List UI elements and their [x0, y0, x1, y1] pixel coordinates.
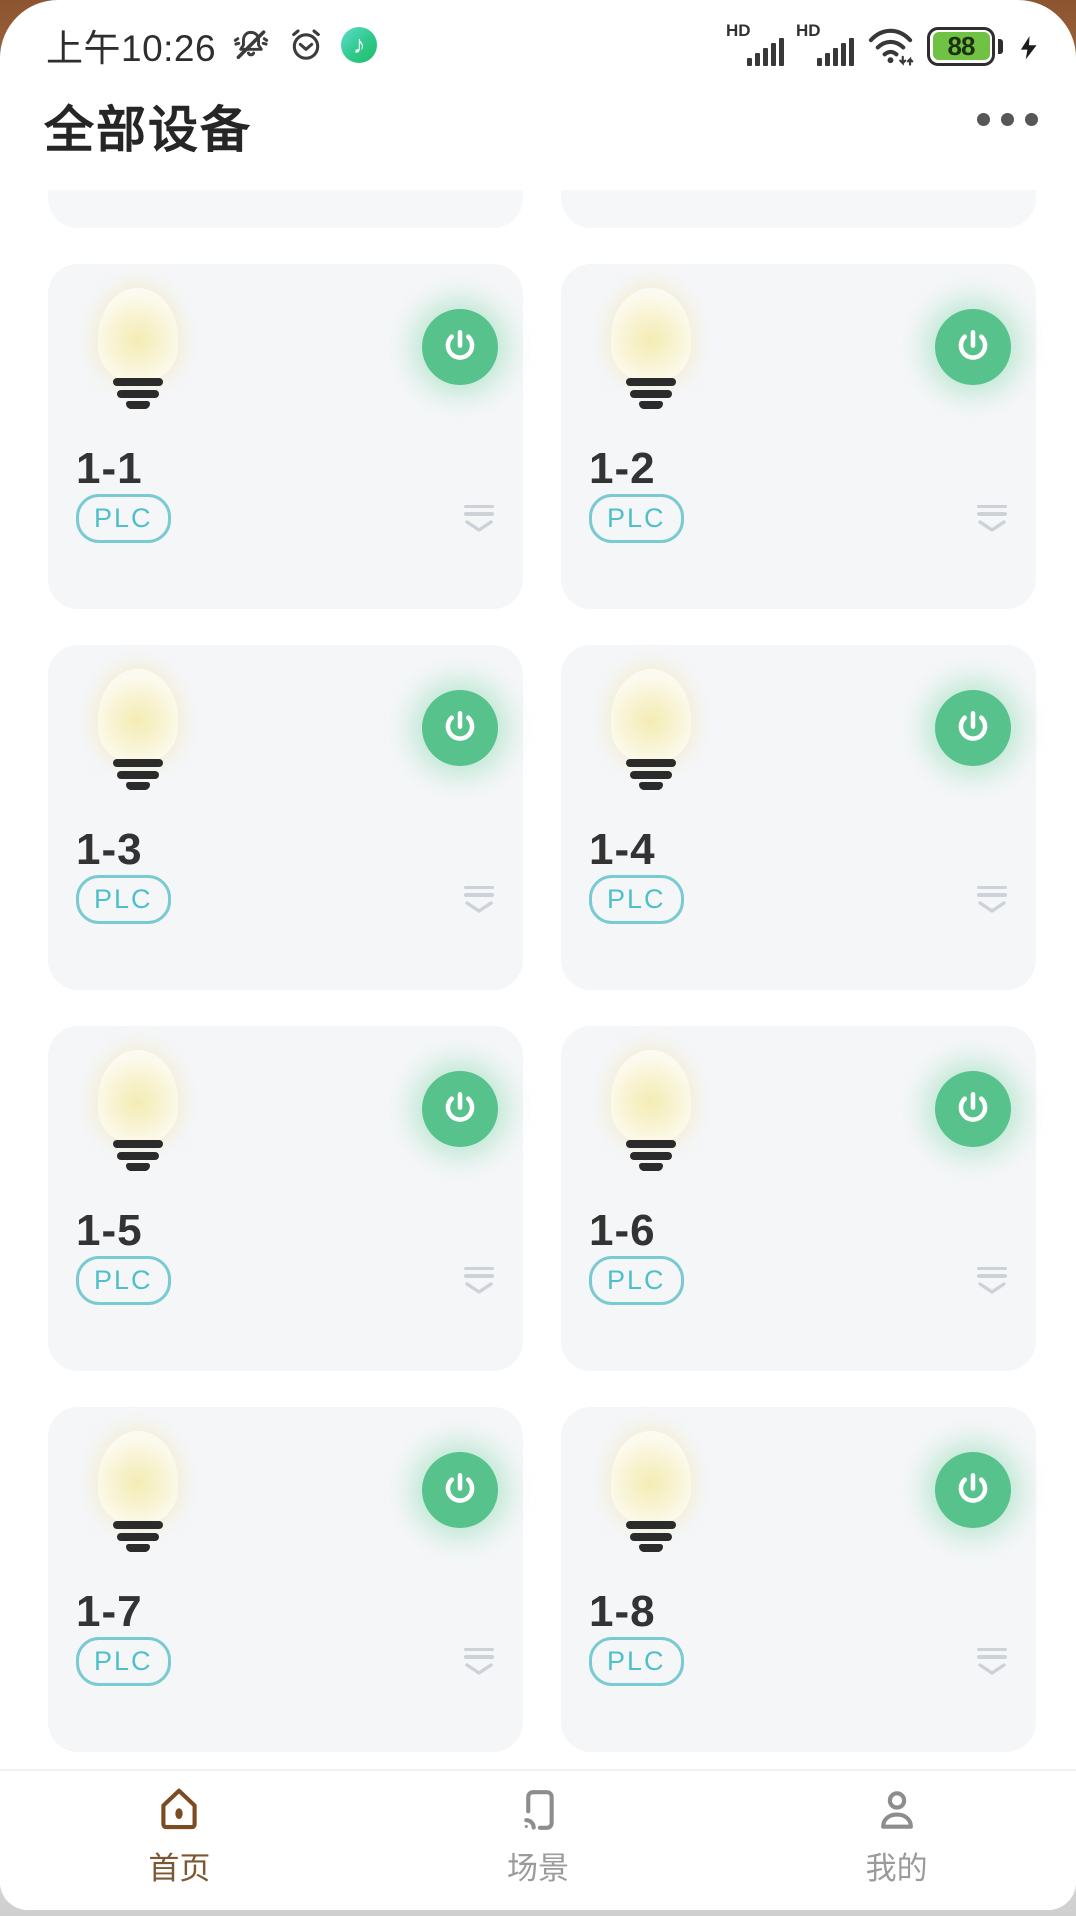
device-card[interactable]: 1-8 PLC — [561, 1407, 1036, 1752]
device-name: 1-8 — [589, 1587, 656, 1636]
power-icon — [958, 1092, 988, 1122]
nav-tab-home[interactable]: 首页 — [0, 1771, 359, 1910]
nav-label-scenes: 场景 — [507, 1851, 569, 1886]
expand-chevron-icon[interactable] — [976, 1266, 1008, 1295]
expand-chevron-icon[interactable] — [976, 885, 1008, 914]
device-name: 1-1 — [76, 444, 143, 493]
power-button[interactable] — [935, 1071, 1011, 1147]
light-bulb-icon — [90, 669, 186, 790]
device-name: 1-2 — [589, 444, 656, 493]
device-card[interactable]: 1-4 PLC — [561, 645, 1036, 990]
nav-label-home: 首页 — [148, 1851, 211, 1886]
bottom-nav: 首页 场景 我的 — [0, 1769, 1076, 1910]
clock-time: 上午10:26 — [46, 28, 217, 69]
light-bulb-icon — [603, 669, 699, 790]
device-card[interactable]: 1-5 PLC — [48, 1026, 523, 1371]
music-app-icon: ♪ — [341, 27, 378, 63]
status-bar: 上午10:26 ♪ HD HD — [46, 14, 1042, 76]
device-card-partial[interactable] — [48, 190, 523, 228]
light-bulb-icon — [603, 288, 699, 409]
expand-chevron-icon[interactable] — [463, 885, 495, 914]
power-icon — [445, 1092, 475, 1122]
page-title: 全部设备 — [44, 102, 252, 158]
wifi-icon — [868, 28, 914, 66]
device-card[interactable]: 1-7 PLC — [48, 1407, 523, 1752]
power-button[interactable] — [422, 309, 498, 385]
device-card[interactable]: 1-1 PLC — [48, 264, 523, 609]
power-button[interactable] — [422, 1452, 498, 1528]
power-icon — [958, 711, 988, 741]
nav-tab-profile[interactable]: 我的 — [717, 1771, 1076, 1910]
power-icon — [958, 330, 988, 360]
nav-tab-scenes[interactable]: 场景 — [359, 1771, 718, 1910]
power-icon — [958, 1473, 988, 1503]
device-card[interactable]: 1-2 PLC — [561, 264, 1036, 609]
device-type-badge: PLC — [589, 1637, 684, 1686]
nav-label-profile: 我的 — [865, 1851, 928, 1886]
device-grid: 1-1 PLC 1-2 PLC — [48, 190, 1036, 1752]
light-bulb-icon — [90, 1431, 186, 1552]
device-type-badge: PLC — [76, 1256, 171, 1305]
signal-hd-icon-sim2: HD — [796, 21, 854, 69]
device-type-badge: PLC — [589, 494, 684, 543]
device-name: 1-7 — [76, 1587, 143, 1636]
device-type-badge: PLC — [76, 1637, 171, 1686]
expand-chevron-icon[interactable] — [976, 1647, 1008, 1676]
device-card[interactable]: 1-3 PLC — [48, 645, 523, 990]
power-button[interactable] — [422, 690, 498, 766]
home-icon — [161, 1788, 197, 1830]
device-name: 1-6 — [589, 1206, 656, 1255]
alarm-clock-icon — [292, 29, 320, 60]
light-bulb-icon — [603, 1431, 699, 1552]
device-card[interactable]: 1-6 PLC — [561, 1026, 1036, 1371]
expand-chevron-icon[interactable] — [976, 504, 1008, 533]
device-type-badge: PLC — [76, 875, 171, 924]
device-card-partial[interactable] — [561, 190, 1036, 228]
power-button[interactable] — [935, 309, 1011, 385]
profile-icon — [880, 1791, 913, 1829]
device-name: 1-3 — [76, 825, 143, 874]
power-button[interactable] — [935, 1452, 1011, 1528]
ellipsis-menu-icon[interactable] — [977, 113, 1038, 126]
expand-chevron-icon[interactable] — [463, 1266, 495, 1295]
signal-hd-icon-sim1: HD — [726, 21, 784, 69]
power-icon — [445, 330, 475, 360]
power-icon — [445, 1473, 475, 1503]
power-button[interactable] — [422, 1071, 498, 1147]
battery-percent: 88 — [947, 30, 976, 61]
power-icon — [445, 711, 475, 741]
light-bulb-icon — [90, 1050, 186, 1171]
light-bulb-icon — [90, 288, 186, 409]
expand-chevron-icon[interactable] — [463, 1647, 495, 1676]
light-bulb-icon — [603, 1050, 699, 1171]
vibrate-muted-icon — [233, 30, 269, 60]
power-button[interactable] — [935, 690, 1011, 766]
device-type-badge: PLC — [589, 1256, 684, 1305]
battery-icon: 88 — [927, 26, 1003, 66]
device-type-badge: PLC — [589, 875, 684, 924]
device-name: 1-5 — [76, 1206, 143, 1255]
expand-chevron-icon[interactable] — [463, 504, 495, 533]
device-name: 1-4 — [589, 825, 656, 874]
scene-cast-icon — [524, 1790, 554, 1830]
device-type-badge: PLC — [76, 494, 171, 543]
charging-bolt-icon — [1020, 35, 1037, 59]
